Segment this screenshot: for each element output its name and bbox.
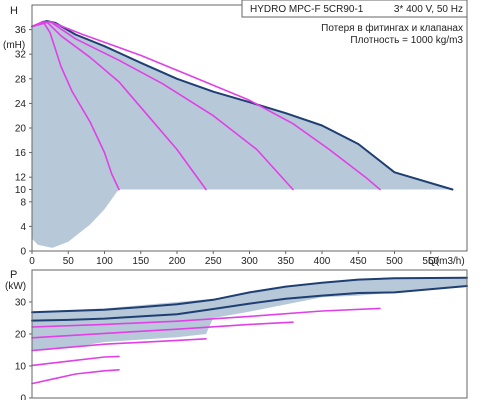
power-y-tick-label-0: 0 — [20, 394, 26, 400]
head-y-tick-label-0: 0 — [20, 247, 26, 258]
head-y-tick-label-20: 20 — [15, 124, 27, 135]
power-y-tick-label-10: 10 — [15, 362, 27, 373]
power-series-line-6 — [31, 355, 120, 367]
head-series-line-5 — [31, 20, 381, 191]
info-box: HYDRO MPC-F 5CR90-1 3* 400 V, 50 Hz Поте… — [241, 0, 468, 46]
head-series-line-2 — [31, 20, 120, 191]
head-y-tick-label-4: 4 — [20, 222, 26, 233]
power-y-tick-label-20: 20 — [15, 330, 27, 341]
head-y-tick-label-24: 24 — [15, 99, 27, 110]
pump-model: HYDRO MPC-F 5CR90-1 — [250, 4, 364, 15]
head-x-tick-label-250: 250 — [205, 256, 222, 267]
head-x-tick-label-500: 500 — [386, 256, 403, 267]
head-series-line-3 — [31, 20, 207, 191]
head-x-tick-label-0: 0 — [29, 256, 35, 267]
head-y-unit: (mH) — [3, 40, 25, 51]
head-y-tick-label-10: 10 — [15, 185, 27, 196]
head-x-tick-label-550: 550 — [422, 256, 439, 267]
head-y-tick-label-16: 16 — [15, 148, 27, 159]
head-y-tick-label-12: 12 — [15, 173, 27, 184]
info-title-frame — [241, 0, 468, 18]
head-series-group — [31, 20, 454, 191]
head-y-tick-label-8: 8 — [20, 197, 26, 208]
power-panel: 0 10 20 30 P (kW) — [5, 269, 468, 400]
power-series-line-2 — [31, 285, 468, 322]
head-band-area — [32, 20, 453, 248]
power-series-line-1 — [31, 276, 468, 314]
head-x-tick-label-200: 200 — [169, 256, 186, 267]
power-y-unit: (kW) — [5, 281, 26, 292]
head-series-line-4 — [31, 20, 294, 191]
head-x-tick-label-150: 150 — [132, 256, 149, 267]
losses-note: Потеря в фитингах и клапанах — [321, 22, 463, 34]
supply-spec: 3* 400 V, 50 Hz — [394, 4, 463, 15]
power-series-line-3 — [31, 307, 381, 328]
power-operating-band — [32, 277, 467, 350]
head-x-tick-label-450: 450 — [350, 256, 367, 267]
head-y-tick-label-28: 28 — [15, 74, 27, 85]
power-series-line-7 — [31, 369, 120, 385]
density-note: Плотность = 1000 kg/m3 — [350, 35, 463, 46]
power-band-area — [32, 277, 467, 350]
power-series-group — [31, 276, 468, 385]
head-x-tick-label-350: 350 — [277, 256, 294, 267]
head-x-label: Q(m3/h) — [428, 256, 465, 267]
power-series-line-4 — [31, 321, 294, 339]
power-y-label: P — [10, 269, 17, 281]
head-x-axis: 0 50 100 150 200 250 300 350 400 450 500 550 — [29, 251, 440, 267]
head-x-tick-label-100: 100 — [96, 256, 113, 267]
power-series-line-5 — [31, 338, 207, 352]
head-y-label: H — [10, 5, 18, 17]
power-y-tick-label-30: 30 — [15, 298, 27, 309]
head-y-tick-label-36: 36 — [15, 25, 27, 36]
head-operating-band — [32, 20, 453, 248]
head-y-tick-label-32: 32 — [15, 50, 27, 61]
head-x-tick-label-300: 300 — [241, 256, 258, 267]
head-x-tick-label-400: 400 — [314, 256, 331, 267]
power-y-axis: 0 10 20 30 — [15, 298, 32, 400]
head-x-tick-label-50: 50 — [63, 256, 75, 267]
